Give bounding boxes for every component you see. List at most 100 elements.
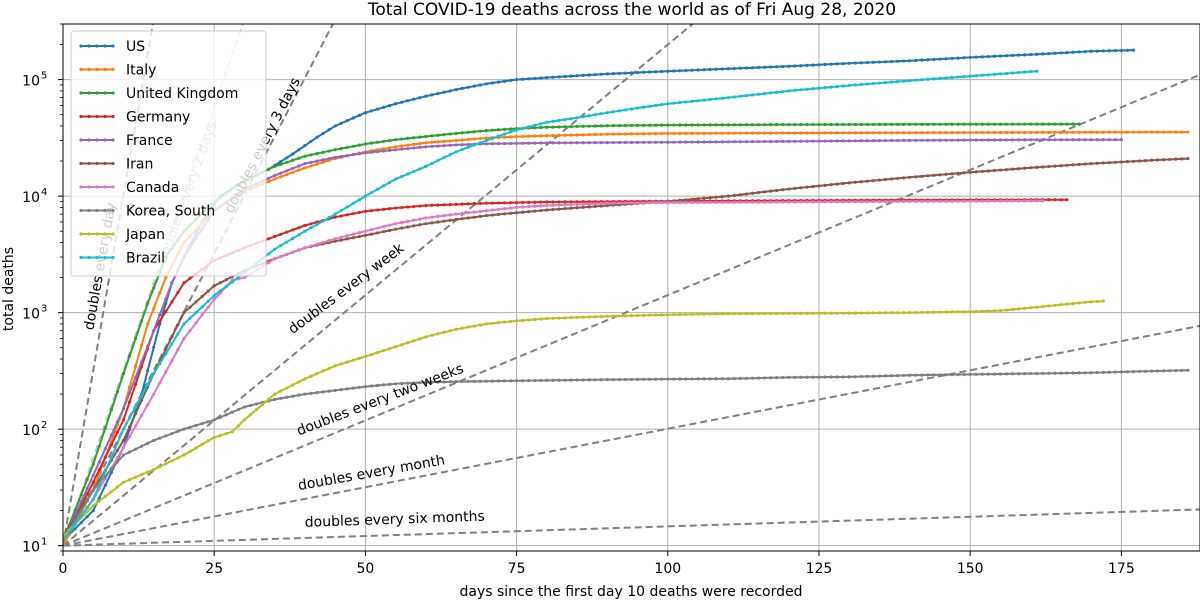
- series-marker: [369, 141, 374, 145]
- series-marker: [1077, 130, 1081, 134]
- series-marker: [641, 105, 646, 109]
- series-marker: [164, 462, 168, 466]
- series-marker: [146, 403, 150, 407]
- series-marker: [508, 206, 513, 210]
- series-marker: [430, 221, 434, 225]
- series-marker: [968, 372, 972, 377]
- series-marker: [738, 200, 742, 204]
- series-marker: [968, 170, 972, 174]
- series-marker: [817, 200, 821, 204]
- series-marker: [859, 374, 863, 379]
- series-marker: [926, 138, 930, 142]
- reference-line: [63, 24, 334, 547]
- series-marker: [635, 123, 640, 127]
- series-marker: [351, 144, 355, 148]
- series-marker: [611, 71, 615, 76]
- series-marker: [115, 448, 120, 452]
- series-marker: [345, 360, 349, 364]
- series-marker: [394, 382, 398, 386]
- series-marker: [1095, 299, 1099, 304]
- series-marker: [351, 153, 355, 157]
- series-marker: [339, 388, 343, 392]
- series-marker: [133, 475, 138, 479]
- series-marker: [545, 208, 549, 212]
- series-marker: [865, 60, 869, 65]
- series-marker: [339, 214, 343, 218]
- series-marker: [248, 403, 253, 408]
- series-marker: [206, 420, 210, 424]
- series-marker: [478, 214, 482, 219]
- series-marker: [152, 286, 156, 290]
- y-tick-label: 10: [22, 307, 40, 323]
- series-marker: [182, 281, 186, 285]
- series-marker: [146, 383, 150, 387]
- series-marker: [406, 205, 410, 209]
- series-marker: [889, 138, 894, 143]
- series-marker: [877, 311, 882, 315]
- series-marker: [829, 122, 833, 127]
- series-marker: [484, 136, 488, 140]
- series-marker: [267, 237, 271, 241]
- series-marker: [454, 202, 458, 206]
- series-marker: [756, 376, 761, 380]
- series-marker: [841, 131, 845, 135]
- series-marker: [527, 379, 531, 383]
- series-marker: [896, 122, 900, 126]
- series-marker: [418, 337, 422, 341]
- series-marker: [1023, 122, 1027, 126]
- series-marker: [902, 79, 906, 83]
- series-marker: [750, 191, 755, 195]
- x-tick-label: 25: [205, 561, 223, 577]
- series-marker: [992, 168, 996, 173]
- series-marker: [635, 140, 640, 145]
- series-marker: [817, 86, 821, 90]
- series-marker: [551, 133, 555, 138]
- series-marker: [853, 83, 857, 87]
- series-marker: [956, 56, 960, 60]
- series-marker: [805, 139, 809, 143]
- series-marker: [327, 389, 331, 393]
- series-marker: [508, 78, 513, 83]
- legend-label: Italy: [126, 63, 156, 79]
- series-marker: [835, 182, 839, 186]
- series-marker: [200, 422, 204, 426]
- series-marker: [896, 59, 900, 63]
- series-marker: [811, 131, 815, 135]
- reference-line: [63, 24, 244, 546]
- series-marker: [1107, 370, 1111, 374]
- series-marker: [170, 432, 174, 436]
- series-marker: [309, 164, 313, 168]
- series-marker: [448, 89, 452, 93]
- series-marker: [1047, 164, 1051, 169]
- series-marker: [702, 377, 706, 381]
- series-marker: [412, 169, 416, 174]
- series-marker: [605, 378, 609, 382]
- series-marker: [1077, 301, 1081, 305]
- legend-marker: [95, 114, 99, 119]
- series-marker: [279, 396, 283, 400]
- series-marker: [375, 350, 380, 355]
- series-marker: [853, 139, 857, 143]
- series-marker: [998, 309, 1003, 313]
- series-marker: [303, 377, 307, 381]
- series-marker: [944, 172, 948, 176]
- series-marker: [1113, 160, 1117, 164]
- series-marker: [91, 497, 95, 501]
- series-marker: [533, 141, 537, 145]
- series-marker: [97, 499, 101, 503]
- series-marker: [599, 124, 603, 128]
- series-marker: [1071, 50, 1075, 54]
- series-marker: [859, 139, 863, 143]
- series-marker: [1010, 138, 1015, 142]
- series-marker: [285, 240, 289, 244]
- series-marker: [926, 77, 930, 81]
- series-marker: [932, 373, 936, 377]
- series-marker: [170, 359, 174, 363]
- series-marker: [1143, 369, 1148, 373]
- series-marker: [998, 168, 1003, 172]
- series-marker: [593, 113, 597, 117]
- series-marker: [593, 202, 597, 206]
- series-marker: [575, 133, 579, 137]
- series-marker: [914, 373, 918, 377]
- series-marker: [920, 373, 924, 377]
